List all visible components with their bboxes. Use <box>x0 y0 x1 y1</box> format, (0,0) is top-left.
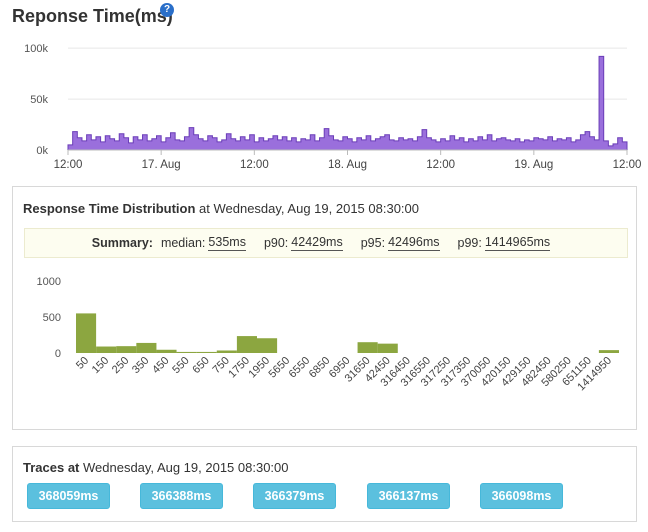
median-label: median: <box>160 236 206 250</box>
histogram-bar[interactable] <box>236 336 257 353</box>
x-tick-label: 1750 <box>226 355 252 381</box>
histogram-bar[interactable] <box>196 351 217 353</box>
response-time-chart: 100k 50k 0k 12:00 17. Aug 12:00 18. Aug 12:00 19… <box>24 43 642 171</box>
x-tick-label: 550 <box>170 355 191 376</box>
x-tick-label: 18. Aug <box>328 159 367 171</box>
response-time-series <box>67 55 628 151</box>
p99-label: p99: <box>457 236 482 250</box>
histogram-bar[interactable] <box>156 349 177 353</box>
median-value[interactable]: 535ms <box>208 235 246 251</box>
x-tick-label: 12:00 <box>613 159 642 171</box>
traces-panel: Traces at Wednesday, Aug 19, 2015 08:30:… <box>12 446 637 522</box>
question-circle-icon[interactable]: ? <box>160 3 174 17</box>
distribution-timestamp: at Wednesday, Aug 19, 2015 08:30:00 <box>195 201 419 216</box>
trace-button-4[interactable]: 366137ms <box>367 483 450 509</box>
histogram-bar[interactable] <box>598 350 619 353</box>
summary-label: Summary: <box>91 236 153 250</box>
x-tick-label: 12:00 <box>240 159 269 171</box>
p99-value[interactable]: 1414965ms <box>484 235 551 251</box>
y-tick-label: 0k <box>36 145 48 157</box>
x-tick-label: 19. Aug <box>514 159 553 171</box>
histogram-bar[interactable] <box>216 350 237 353</box>
x-tick-label: 650 <box>190 355 211 376</box>
histogram-bar[interactable] <box>377 343 398 353</box>
page-title: Reponse Time(ms) <box>12 6 173 26</box>
x-tick-label: 450 <box>150 355 171 376</box>
y-tick-label: 500 <box>43 312 61 324</box>
x-tick-label: 5650 <box>266 355 292 381</box>
histogram-bar[interactable] <box>257 338 278 353</box>
histogram-bar[interactable] <box>76 313 97 353</box>
x-tick-label: 150 <box>90 355 111 376</box>
trace-button-3[interactable]: 366379ms <box>253 483 336 509</box>
p95-label: p95: <box>360 236 386 250</box>
histogram-bar[interactable] <box>136 342 157 353</box>
histogram-bar[interactable] <box>96 346 117 353</box>
y-tick-label: 0 <box>55 348 61 360</box>
trace-button-1[interactable]: 368059ms <box>27 483 110 509</box>
traces-timestamp: Wednesday, Aug 19, 2015 08:30:00 <box>79 460 289 475</box>
x-tick-label: 50 <box>74 355 91 372</box>
p95-value[interactable]: 42496ms <box>388 235 440 251</box>
x-tick-label: 17. Aug <box>142 159 181 171</box>
trace-button-5[interactable]: 366098ms <box>480 483 563 509</box>
histogram-bar[interactable] <box>357 342 378 353</box>
y-tick-label: 50k <box>30 94 48 106</box>
p90-value[interactable]: 42429ms <box>291 235 343 251</box>
traces-heading: Traces at Wednesday, Aug 19, 2015 08:30:… <box>23 460 289 475</box>
x-tick-label: 12:00 <box>426 159 455 171</box>
y-tick-label: 100k <box>24 43 48 55</box>
p90-label: p90: <box>263 236 289 250</box>
distribution-title: Response Time Distribution <box>23 201 196 216</box>
x-tick-label: 1950 <box>246 355 272 381</box>
distribution-histogram: 1000500050150250350450550650750175019505… <box>37 276 619 393</box>
x-tick-label: 12:00 <box>54 159 83 171</box>
distribution-panel: Response Time Distribution at Wednesday,… <box>12 186 637 430</box>
summary-bar: Summary: median: 535ms p90: 42429ms p95:… <box>24 228 628 258</box>
y-tick-label: 1000 <box>37 276 61 288</box>
traces-title: Traces at <box>23 460 80 475</box>
trace-button-2[interactable]: 366388ms <box>140 483 223 509</box>
x-tick-label: 6850 <box>307 355 333 381</box>
x-tick-label: 350 <box>130 355 151 376</box>
x-tick-label: 6550 <box>287 355 313 381</box>
distribution-heading: Response Time Distribution at Wednesday,… <box>23 201 419 216</box>
histogram-bar[interactable] <box>176 351 197 353</box>
x-tick-label: 250 <box>110 355 131 376</box>
histogram-bar[interactable] <box>116 346 137 353</box>
